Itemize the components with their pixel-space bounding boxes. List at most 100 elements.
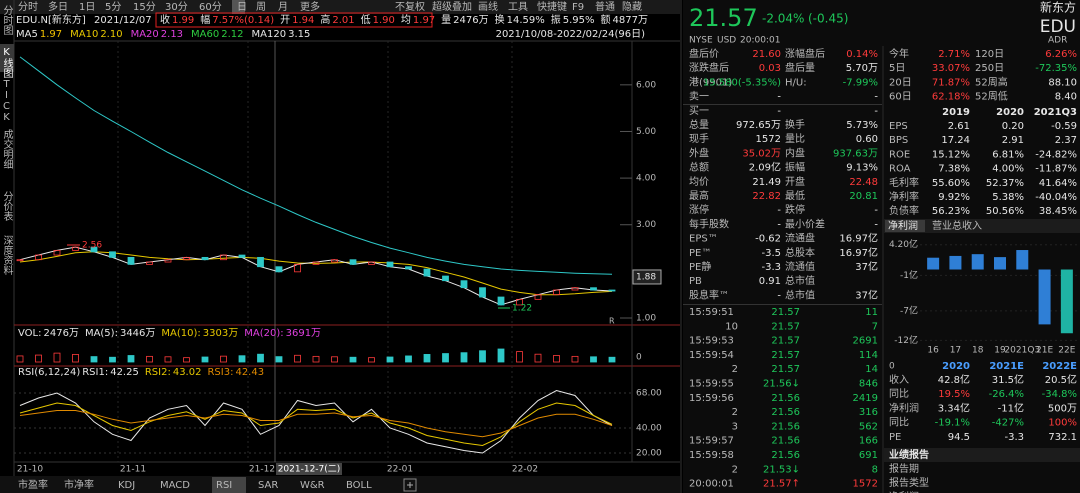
side-tab[interactable]: 成交明细 <box>1 129 13 169</box>
label: 6.81% <box>992 149 1024 160</box>
volume-bar <box>590 356 597 363</box>
y-tick-label: -7亿 <box>900 304 918 316</box>
indicator-tab[interactable]: BOLL <box>346 480 372 491</box>
chart-tab[interactable]: 净利润 <box>888 219 918 232</box>
separator <box>683 304 882 305</box>
value: 37亿 <box>855 288 878 301</box>
value: 1.94 <box>292 15 314 26</box>
label: 120日 <box>975 49 1004 60</box>
add-tab-icon[interactable] <box>403 478 417 492</box>
value: - <box>874 205 878 216</box>
value: 2476万 <box>43 328 78 339</box>
value: 2.12 <box>221 29 243 40</box>
tool-button[interactable]: 隐藏 <box>622 1 642 13</box>
value: - <box>874 92 878 103</box>
candle <box>238 254 246 258</box>
period-tab[interactable]: 月 <box>278 1 288 13</box>
label: 总股本 <box>785 246 815 259</box>
label: 盘后量 <box>785 61 815 74</box>
trade-volume: 11 <box>865 307 878 318</box>
indicator-tab[interactable]: RSI <box>216 480 232 491</box>
period-tab[interactable]: 多日 <box>48 0 68 13</box>
tool-button[interactable]: 普通 <box>595 0 615 13</box>
side-tab[interactable]: TICK <box>1 79 12 123</box>
bar <box>994 257 1006 270</box>
label: VOL: <box>18 328 41 339</box>
tool-button[interactable]: F9 <box>572 2 584 13</box>
value: 5.95% <box>563 15 595 26</box>
period-tab[interactable]: 日 <box>237 2 247 13</box>
indicator-tab[interactable]: W&R <box>300 480 325 491</box>
x-tick-label: 21E <box>1036 346 1053 356</box>
value: 2.09亿 <box>749 161 781 174</box>
tool-button[interactable]: 超级叠加 <box>432 0 472 13</box>
y-tick-label: 6.00 <box>636 80 656 90</box>
period-tab[interactable]: 更多 <box>300 0 320 13</box>
indicator-tab[interactable]: KDJ <box>118 480 135 491</box>
label: H/U: <box>785 77 807 88</box>
volume-bar <box>294 354 301 363</box>
trade-volume: 8 <box>872 464 878 475</box>
chart-tab[interactable]: 营业总收入 <box>932 219 982 232</box>
indicator-tab[interactable]: MACD <box>160 480 190 491</box>
value: 0.14% <box>846 49 878 60</box>
indicator-tab[interactable]: 市净率 <box>64 478 94 491</box>
volume-bar <box>183 357 190 363</box>
side-tab[interactable]: 深度资料 <box>1 235 13 276</box>
candle <box>257 256 264 268</box>
tool-button[interactable]: 快捷键 <box>537 0 567 13</box>
label: 42.8亿 <box>938 373 970 386</box>
y-tick-label: 4.00 <box>636 174 656 184</box>
tool-button[interactable]: 画线 <box>478 0 498 13</box>
label: 开 <box>280 15 290 26</box>
value: 42.25 <box>110 367 139 378</box>
tool-button[interactable]: 不复权 <box>395 0 425 13</box>
value: 62.18% <box>932 92 970 103</box>
value: 1.99 <box>172 15 194 26</box>
candle <box>331 259 338 263</box>
candle <box>571 287 579 291</box>
label: EPS <box>889 121 908 132</box>
period-tab[interactable]: 15分 <box>133 1 156 13</box>
report-field: 报告期 <box>889 462 919 475</box>
trade-price: 21.57 <box>771 350 800 361</box>
trade-volume: 1572 <box>853 479 878 490</box>
label: PB <box>689 276 702 287</box>
side-tab[interactable]: 分时图 <box>1 5 13 36</box>
label: 同比 <box>889 388 909 400</box>
candle <box>90 246 98 253</box>
label: 20日 <box>889 77 912 88</box>
label: 100% <box>1048 418 1077 429</box>
side-tab[interactable]: K线图 <box>1 47 13 79</box>
value: 16.97亿 <box>839 232 878 245</box>
line <box>19 410 613 438</box>
volume-bar <box>553 355 560 363</box>
candle <box>442 275 449 282</box>
value: 3691万 <box>286 328 321 339</box>
side-tab[interactable]: 分价表 <box>1 191 13 222</box>
period-tab[interactable]: 分时 <box>18 1 38 13</box>
period-tab[interactable]: 1日 <box>79 2 95 13</box>
trade-price: 21.57 <box>771 364 800 375</box>
label: 7.38% <box>938 164 970 175</box>
tool-button[interactable]: 工具 <box>508 1 528 13</box>
y-tick-label: 0 <box>636 353 642 363</box>
line <box>19 251 613 296</box>
candle <box>534 294 542 300</box>
toolbar-bg <box>0 0 680 14</box>
label: RSI1: <box>82 367 108 378</box>
value: 3.15 <box>288 29 310 40</box>
indicator-tab[interactable]: 市盈率 <box>18 478 48 491</box>
period-tab[interactable]: 周 <box>256 1 266 13</box>
indicator-tab[interactable]: SAR <box>258 480 278 491</box>
label: 5日 <box>889 63 905 74</box>
period-tab[interactable]: 60分 <box>199 1 222 13</box>
candle <box>460 280 468 289</box>
value: 1.97 <box>40 29 62 40</box>
volume-bar <box>90 356 98 363</box>
period-tab[interactable]: 5分 <box>105 1 121 13</box>
highlight-box <box>155 12 433 28</box>
period-tab[interactable]: 30分 <box>165 1 188 13</box>
value: - <box>777 290 781 301</box>
candle <box>516 298 523 306</box>
